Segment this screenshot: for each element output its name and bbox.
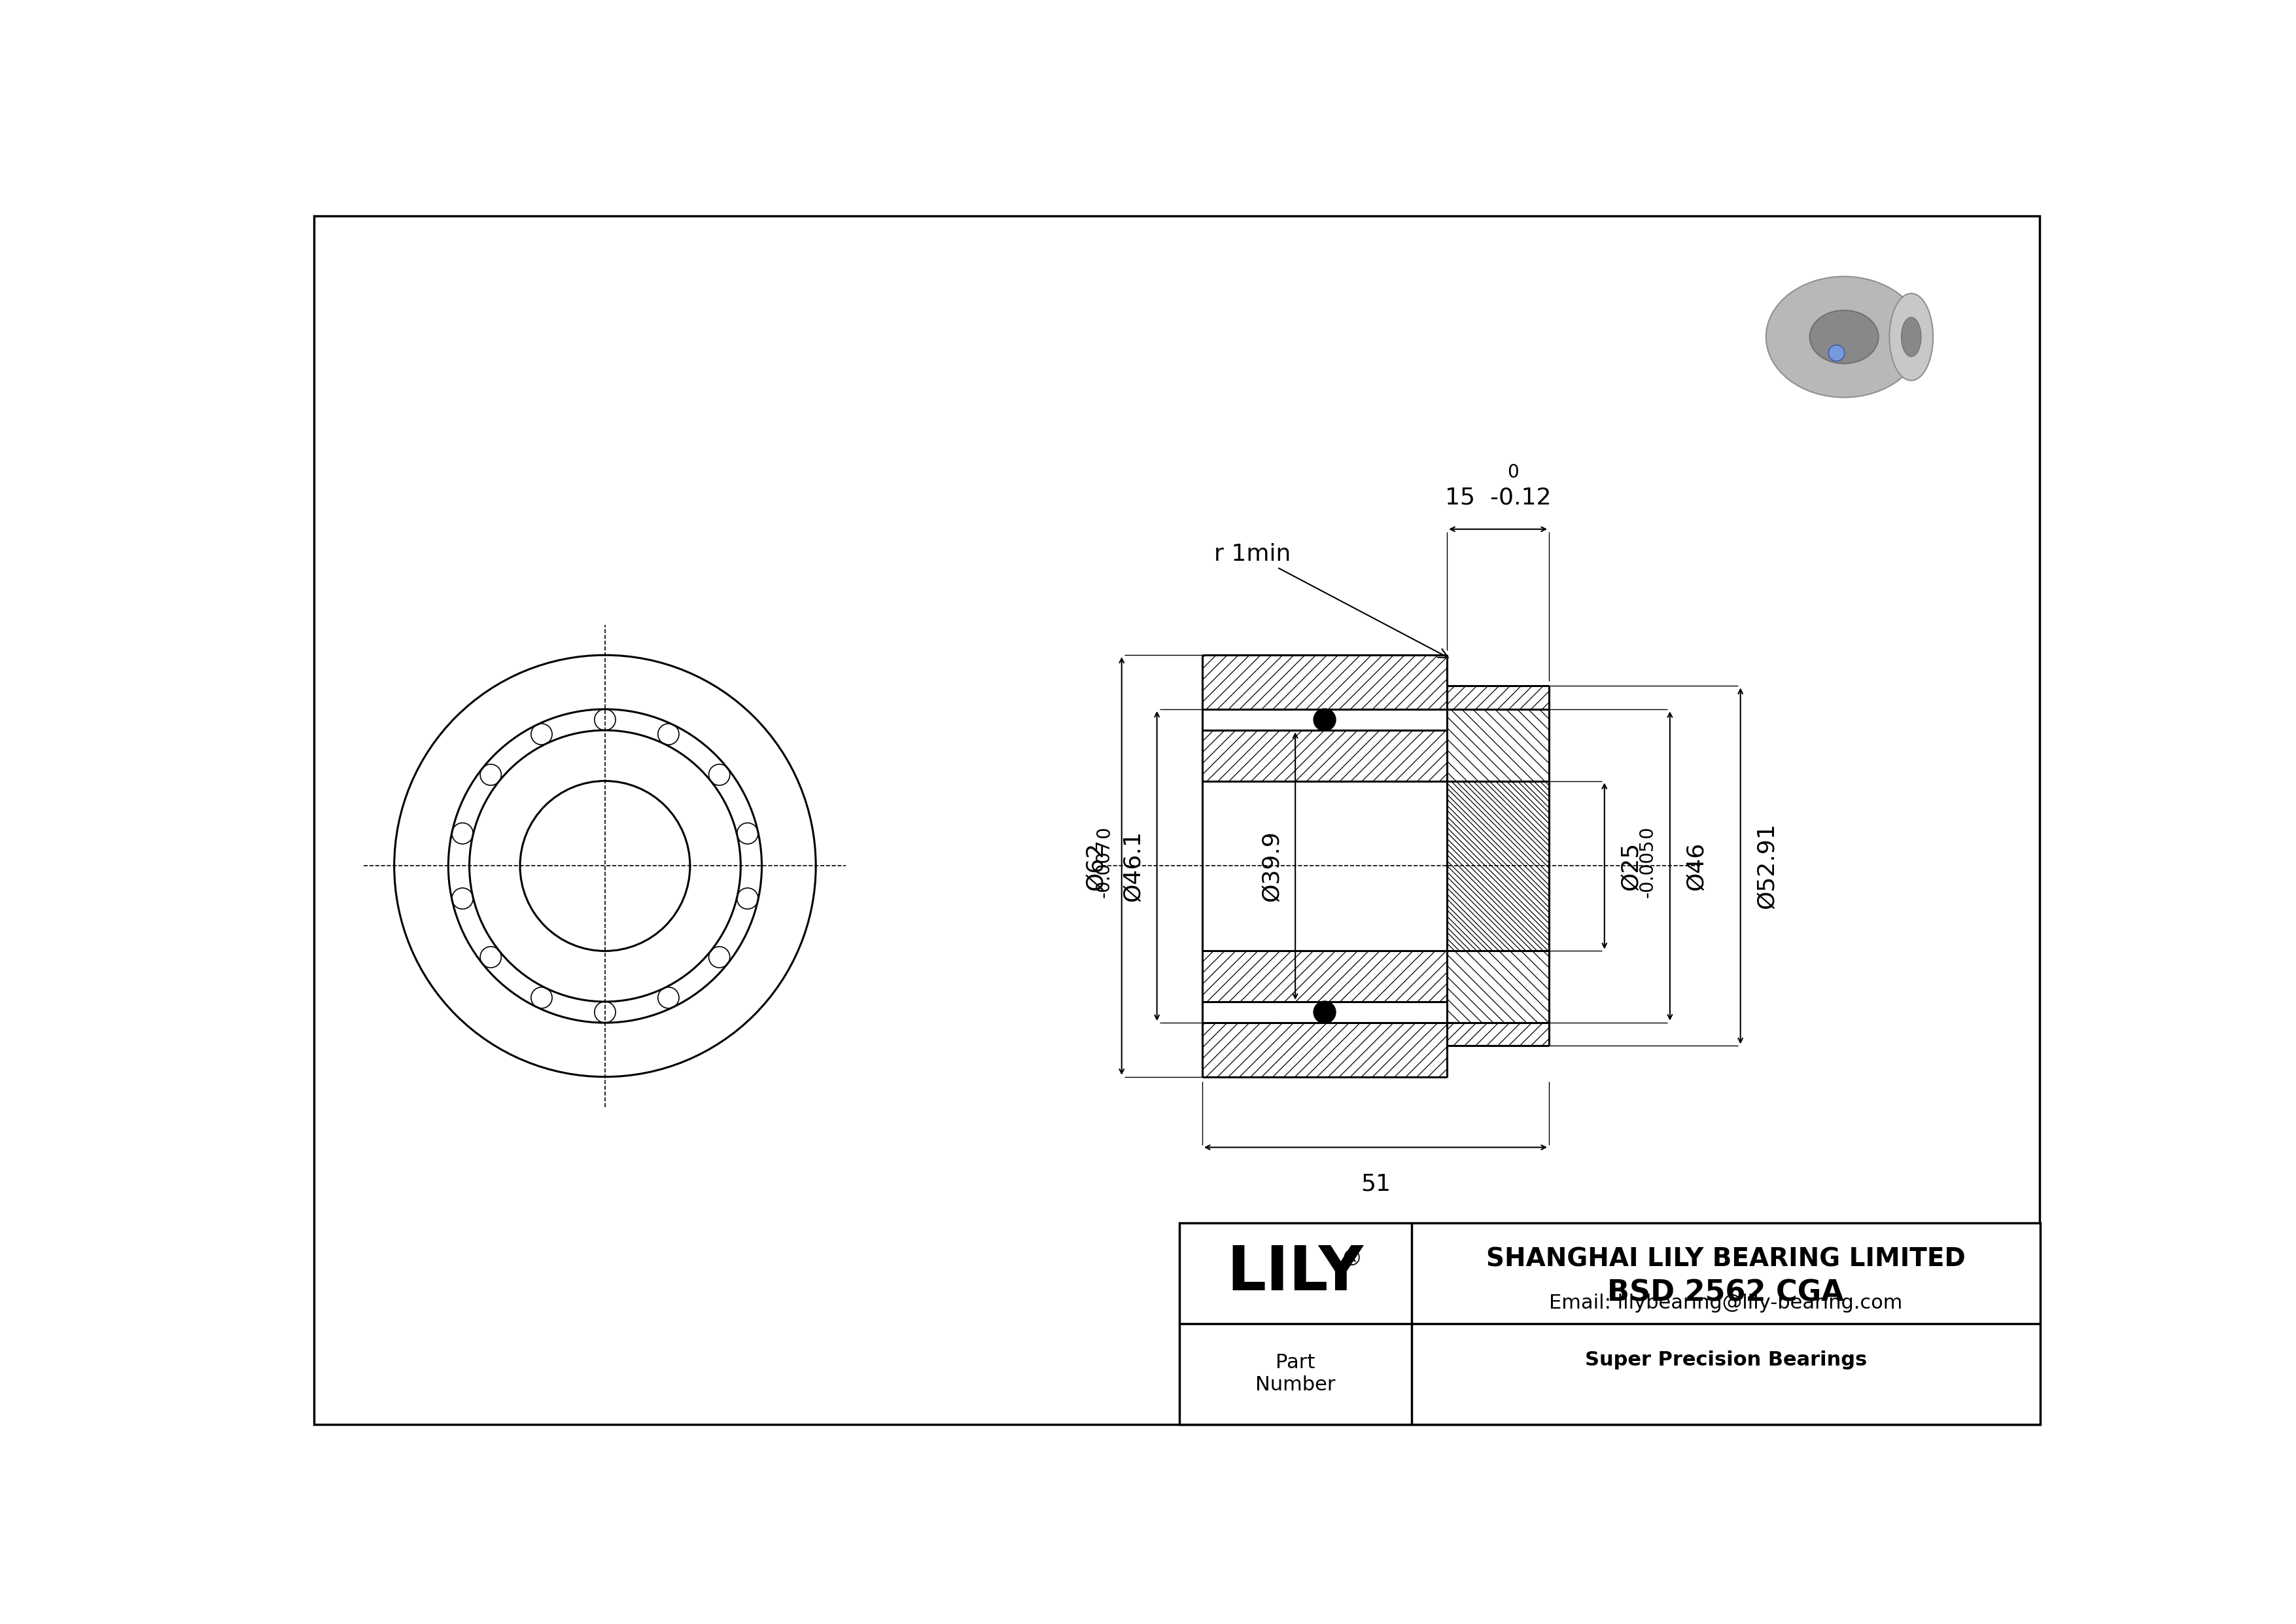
Text: SHANGHAI LILY BEARING LIMITED: SHANGHAI LILY BEARING LIMITED	[1486, 1247, 1965, 1272]
Text: 15  -0.12: 15 -0.12	[1444, 487, 1552, 508]
Ellipse shape	[1809, 310, 1878, 364]
Text: Ø46.1: Ø46.1	[1123, 830, 1143, 901]
Ellipse shape	[1766, 276, 1922, 398]
Bar	[1180, 1223, 2041, 1424]
Text: 0: 0	[1508, 463, 1520, 481]
Ellipse shape	[1890, 294, 1933, 380]
Text: Super Precision Bearings: Super Precision Bearings	[1584, 1350, 1867, 1369]
Text: Ø46: Ø46	[1685, 841, 1708, 890]
Text: Part
Number: Part Number	[1256, 1353, 1336, 1395]
Text: Ø39.9: Ø39.9	[1261, 830, 1283, 901]
Text: Ø62: Ø62	[1084, 841, 1107, 890]
Text: 0: 0	[1095, 827, 1114, 838]
Text: Email: lilybearing@lily-bearing.com: Email: lilybearing@lily-bearing.com	[1550, 1294, 1903, 1312]
Text: r 1min: r 1min	[1215, 544, 1449, 658]
Text: -0.007: -0.007	[1095, 840, 1114, 898]
Text: BSD 2562 CGA: BSD 2562 CGA	[1607, 1280, 1844, 1307]
Text: LILY: LILY	[1226, 1242, 1364, 1302]
Text: Ø52.91: Ø52.91	[1756, 823, 1777, 909]
Text: 0: 0	[1637, 827, 1655, 838]
Text: 51: 51	[1362, 1173, 1391, 1195]
Circle shape	[1828, 344, 1844, 361]
Circle shape	[1313, 710, 1336, 731]
Circle shape	[1313, 1002, 1336, 1023]
Text: -0.005: -0.005	[1637, 840, 1655, 898]
Ellipse shape	[1901, 317, 1922, 357]
Text: ®: ®	[1341, 1249, 1362, 1270]
Text: Ø25: Ø25	[1619, 841, 1642, 890]
